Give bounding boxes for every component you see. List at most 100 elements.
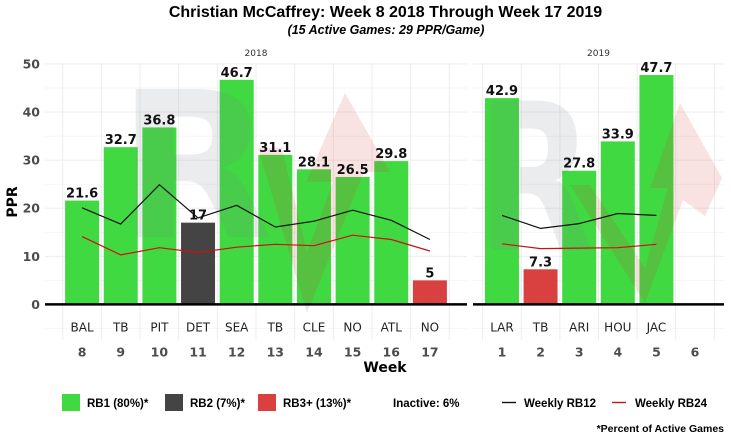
bar-value-label: 27.8 [563,157,595,172]
bar-value-label: 31.1 [259,141,291,156]
bar-2018-week-10 [142,127,177,305]
opponent-label: DET [186,321,211,335]
week-tick-label: 4 [613,345,622,360]
week-tick-label: 10 [151,345,169,360]
y-tick-label: 40 [23,105,41,120]
legend-item-rb3: RB3+ (13%)* [258,394,352,411]
chart-subtitle: (15 Active Games: 29 PPR/Game) [288,23,485,37]
opponent-label: BAL [71,321,94,335]
week-tick-label: 6 [691,345,700,360]
legend-item-rb24: Weekly RB24 [612,398,708,410]
weekly-rb24-line-2019 [501,243,657,250]
legend-label-rb2: RB2 (7%)* [190,398,245,410]
footnote: *Percent of Active Games [597,423,725,435]
y-tick-label: 30 [23,153,41,168]
bar-value-label: 47.7 [640,61,672,76]
y-axis: 0 10 20 30 40 50 [23,56,41,311]
week-tick-label: 1 [498,345,507,360]
opponent-label: ATL [381,321,403,335]
week-tick-label: 17 [421,345,438,360]
labels-layer: 2018 21.6 BAL 32.7 TB 36.8 PIT 17 DET 46.7 SEA 31.1… [66,49,700,360]
bar-2018-week-11 [181,222,216,305]
bar-value-label: 17 [189,209,207,224]
bar-2018-week-14 [296,169,331,305]
watermark-r-icon: R [477,60,594,299]
legend-item-rb12: Weekly RB12 [502,398,596,410]
watermark-arrow-icon [258,93,390,313]
bar-value-label: 33.9 [602,127,634,142]
y-tick-label: 10 [23,249,41,264]
bar-value-label: 7.3 [529,255,552,270]
week-tick-label: 11 [189,345,206,360]
watermark: R R [117,49,722,313]
opponent-label: JAC [646,321,667,335]
opponent-label: TB [532,321,549,335]
bar-value-label: 28.1 [298,155,330,170]
y-tick-label: 50 [23,56,41,71]
bar-2018-week-13 [258,154,293,305]
bar-2019-week-3 [562,170,597,305]
bar-2018-week-15 [335,176,370,305]
y-axis-title: PPR [5,186,21,218]
week-tick-label: 8 [78,345,87,360]
opponent-label: NO [343,321,361,335]
opponent-label: CLE [303,321,326,335]
watermark-arrow-icon [570,103,722,303]
bar-value-label: 42.9 [486,84,518,99]
panel-year-label: 2018 [245,49,268,59]
legend-inactive-label: Inactive: 6% [393,398,459,410]
opponent-label: ARI [569,321,589,335]
bar-value-label: 46.7 [221,66,253,81]
week-tick-label: 5 [652,345,661,360]
legend-swatch-rb1 [62,394,80,411]
week-tick-label: 2 [536,345,545,360]
legend: RB1 (80%)* RB2 (7%)* RB3+ (13%)* Inactiv… [62,394,708,411]
x-axis-title: Week [363,360,407,376]
legend-label-rb1: RB1 (80%)* [87,398,149,410]
week-tick-label: 12 [228,345,245,360]
week-tick-label: 3 [575,345,584,360]
bar-2018-week-17 [412,280,447,305]
opponent-label: SEA [225,321,249,335]
panel-year-label: 2019 [587,49,610,59]
week-tick-label: 14 [305,345,323,360]
opponent-label: TB [112,321,129,335]
legend-label-rb12: Weekly RB12 [524,398,596,410]
opponent-label: NO [421,321,439,335]
week-tick-label: 9 [116,345,125,360]
bars-layer [65,75,674,305]
week-tick-label: 15 [344,345,361,360]
bar-value-label: 21.6 [66,187,98,202]
legend-swatch-rb3 [258,394,276,411]
bar-2018-week-9 [103,147,138,305]
y-tick-label: 0 [31,297,40,312]
bar-value-label: 29.8 [375,147,407,162]
legend-label-rb24: Weekly RB24 [635,398,708,410]
bar-2019-week-5 [639,75,674,305]
opponent-label: LAR [490,321,514,335]
bar-value-label: 36.8 [143,113,175,128]
bar-2019-week-4 [600,141,635,305]
bar-value-label: 26.5 [337,163,369,178]
legend-label-rb3: RB3+ (13%)* [283,398,352,410]
bar-2018-week-8 [65,200,100,305]
y-tick-label: 20 [23,201,41,216]
week-tick-label: 13 [267,345,284,360]
bar-value-label: 32.7 [105,133,137,148]
bar-2019-week-2 [523,269,558,305]
watermark-r-icon: R [117,49,273,285]
legend-item-rb2: RB2 (7%)* [165,394,245,411]
legend-swatch-rb2 [165,394,183,411]
weekly-rb24-line-2018 [81,234,431,256]
opponent-label: PIT [150,321,169,335]
weekly-rb12-line-2018 [81,184,431,241]
bar-2018-week-16 [374,161,409,305]
opponent-label: TB [267,321,284,335]
legend-item-rb1: RB1 (80%)* [62,394,149,411]
bar-2018-week-12 [219,79,254,305]
bar-value-label: 5 [425,266,434,281]
bar-2019-week-1 [484,98,519,305]
lines-layer [81,184,657,256]
chart-title: Christian McCaffrey: Week 8 2018 Through… [169,4,602,21]
